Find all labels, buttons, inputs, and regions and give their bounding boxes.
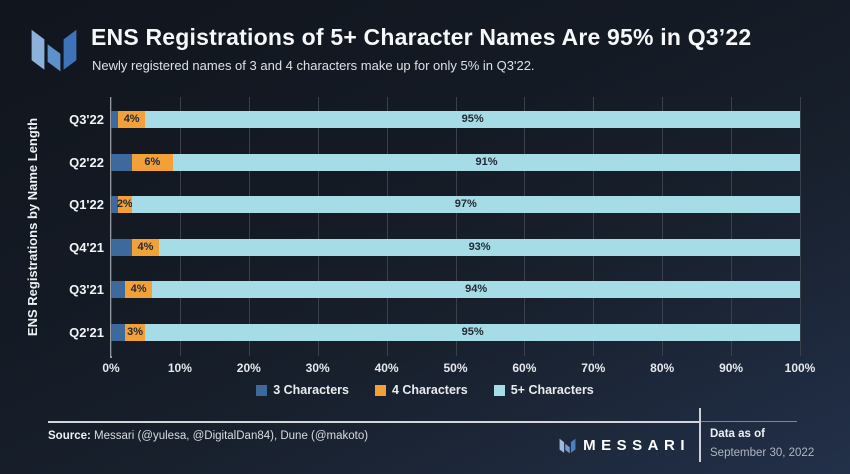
bar-row-Q1'22: 2% 97% [111, 196, 800, 214]
legend-swatch [256, 384, 268, 396]
logo-left-bar [31, 29, 45, 70]
segment-value-label: 2% [116, 198, 133, 211]
segment-3-characters [111, 153, 132, 171]
legend-swatch [493, 384, 505, 396]
segment-3-characters [111, 196, 118, 214]
bar-row-Q2'22: 6% 91% [111, 153, 800, 171]
segment-4-characters: 6% [131, 153, 173, 171]
segment-value-label: 94% [465, 283, 488, 296]
gridline-100% [800, 97, 801, 356]
legend: 3 Characters 4 Characters 5+ Characters [0, 383, 850, 397]
segment-value-label: 4% [130, 283, 147, 296]
x-tick-label: 60% [512, 361, 537, 375]
messari-brand-name: MESSARI [583, 436, 690, 454]
gridline-50% [455, 97, 457, 356]
logo-middle-bar [47, 44, 61, 72]
gridline-20% [248, 97, 250, 356]
legend-item-4-characters: 4 Characters [374, 383, 468, 397]
data-as-of-label: Data as of [710, 428, 765, 440]
gridline-90% [731, 97, 733, 356]
segment-4-characters: 4% [131, 238, 160, 256]
segment-4-characters: 4% [124, 281, 153, 299]
legend-label: 4 Characters [391, 383, 468, 397]
category-label-Q3'21: Q3'21 [69, 282, 104, 298]
legend-item-3-characters: 3 Characters [256, 383, 349, 397]
page-subtitle: Newly registered names of 3 and 4 charac… [92, 58, 535, 73]
segment-value-label: 6% [144, 155, 161, 168]
segment-value-label: 97% [454, 198, 477, 211]
bar-row-Q3'21: 4% 94% [111, 281, 800, 299]
legend-label: 3 Characters [273, 383, 349, 397]
segment-5+-characters: 95% [145, 324, 800, 341]
segment-value-label: 95% [461, 326, 484, 338]
segment-5+-characters: 97% [131, 196, 800, 214]
segment-value-label: 4% [123, 113, 140, 125]
source-label: Source: [48, 430, 91, 442]
segment-4-characters: 3% [124, 324, 146, 341]
segment-value-label: 4% [137, 240, 154, 253]
segment-4-characters: 4% [117, 111, 146, 128]
x-tick-label: 20% [236, 361, 261, 375]
x-tick-label: 0% [102, 361, 120, 375]
category-label-Q3'22: Q3'22 [69, 112, 104, 127]
bar-row-Q2'21: 3% 95% [111, 324, 800, 341]
segment-3-characters [111, 111, 118, 128]
messari-wordmark: MESSARI [540, 435, 690, 455]
x-tick-label: 10% [167, 361, 192, 375]
x-tick-label: 100% [784, 361, 816, 375]
segment-3-characters [111, 324, 125, 341]
source-credit: Source: Messari (@yulesa, @DigitalDan84)… [48, 430, 368, 442]
footer-vertical-divider [699, 408, 701, 462]
footer-divider-right [700, 421, 797, 422]
x-tick-label: 80% [650, 361, 675, 375]
segment-3-characters [111, 281, 125, 299]
x-tick-label: 40% [374, 361, 399, 375]
segment-5+-characters: 94% [152, 281, 800, 299]
segment-5+-characters: 91% [172, 153, 800, 171]
legend-swatch [374, 384, 386, 396]
data-as-of-date: September 30, 2022 [710, 447, 815, 459]
bar-row-Q3'22: 4% 95% [111, 111, 800, 128]
x-tick-label: 50% [443, 361, 468, 375]
plot-area: 4% 95% 6% 91% 2% 97% 4% 93% 4% 94% 3% 95% [110, 97, 801, 358]
logo-right-bar [63, 29, 77, 70]
gridline-10% [179, 97, 181, 356]
legend-label: 5+ Characters [510, 383, 594, 397]
segment-value-label: 95% [461, 113, 484, 125]
gridline-60% [524, 97, 526, 356]
source-text: Messari (@yulesa, @DigitalDan84), Dune (… [90, 430, 369, 442]
segment-value-label: 93% [468, 240, 491, 253]
x-tick-label: 90% [719, 361, 744, 375]
messari-logo-small-icon [559, 438, 576, 453]
category-label-Q1'22: Q1'22 [69, 197, 104, 213]
bar-row-Q4'21: 4% 93% [111, 238, 800, 256]
category-label-Q2'21: Q2'21 [69, 325, 104, 340]
y-axis-title: ENS Registrations by Name Length [25, 117, 40, 337]
x-tick-label: 70% [581, 361, 606, 375]
segment-4-characters: 2% [116, 196, 133, 214]
gridline-70% [593, 97, 595, 356]
messari-logo-icon [31, 29, 77, 72]
gridline-30% [317, 97, 319, 356]
x-axis-tick-labels: 0% 10% 20% 30% 40% 50% 60% 70% 80% 90% 100% [0, 361, 850, 377]
gridline-40% [386, 97, 388, 356]
footer-divider-left [48, 421, 699, 423]
segment-3-characters [111, 238, 132, 256]
category-label-Q4'21: Q4'21 [69, 239, 104, 255]
gridline-0% [111, 97, 112, 356]
category-label-Q2'22: Q2'22 [69, 154, 104, 170]
segment-value-label: 91% [475, 155, 498, 168]
legend-item-5+-characters: 5+ Characters [493, 383, 594, 397]
page-title: ENS Registrations of 5+ Character Names … [91, 24, 752, 50]
segment-5+-characters: 95% [145, 111, 800, 128]
segment-value-label: 3% [127, 326, 144, 338]
gridline-80% [662, 97, 664, 356]
x-tick-label: 30% [305, 361, 330, 375]
segment-5+-characters: 93% [159, 238, 800, 256]
